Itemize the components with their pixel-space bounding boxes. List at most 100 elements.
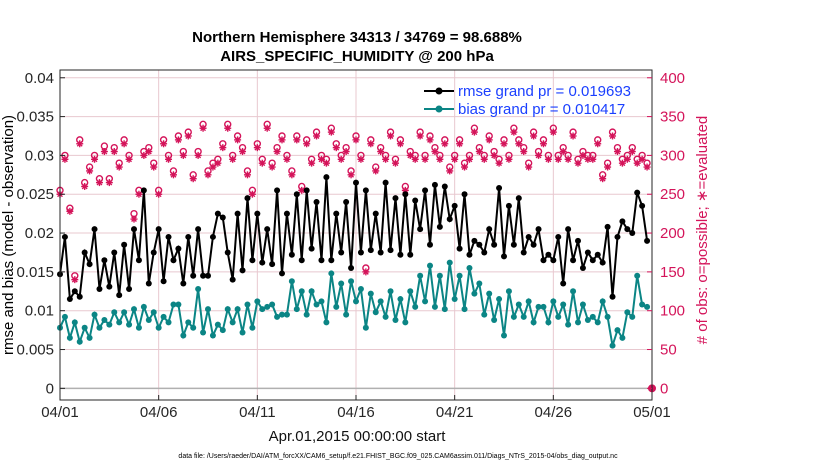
obs-evaluated-stroke bbox=[441, 140, 448, 147]
obs-evaluated-stroke bbox=[323, 160, 330, 167]
obs-evaluated-marker bbox=[510, 128, 518, 136]
bias-point bbox=[101, 317, 108, 324]
obs-evaluated-marker bbox=[377, 148, 385, 156]
bias-point bbox=[441, 306, 448, 313]
obs-evaluated-stroke bbox=[372, 167, 379, 174]
rmse-point bbox=[535, 226, 542, 233]
obs-evaluated-marker bbox=[224, 124, 232, 132]
y-right-tick-label: 300 bbox=[660, 147, 685, 164]
obs-evaluated-stroke bbox=[644, 164, 651, 171]
obs-evaluated-stroke bbox=[150, 164, 157, 171]
chart-title: Northern Hemisphere 34313 / 34769 = 98.6… bbox=[192, 29, 522, 46]
obs-evaluated-marker bbox=[574, 159, 582, 167]
obs-evaluated-marker bbox=[248, 190, 256, 198]
obs-evaluated-marker bbox=[426, 136, 434, 144]
obs-evaluated-marker bbox=[234, 136, 242, 144]
obs-evaluated-stroke bbox=[135, 191, 142, 198]
legend-bias-label: bias grand pr = 0.010417 bbox=[458, 101, 625, 118]
rmse-point bbox=[357, 249, 364, 256]
rmse-point bbox=[323, 174, 330, 181]
obs-evaluated-marker bbox=[618, 159, 626, 167]
bias-point bbox=[397, 296, 404, 303]
obs-evaluated-marker bbox=[446, 167, 454, 175]
bias-point bbox=[392, 317, 399, 324]
obs-evaluated-marker bbox=[342, 148, 350, 156]
y-left-tick-label: 0.025 bbox=[16, 186, 54, 203]
obs-evaluated-marker bbox=[268, 163, 276, 171]
rmse-point bbox=[456, 245, 463, 252]
bias-point bbox=[209, 332, 216, 339]
obs-evaluated-stroke bbox=[205, 171, 211, 178]
y-left-tick-label: 0.02 bbox=[25, 225, 54, 242]
rmse-point bbox=[362, 187, 369, 194]
obs-evaluated-marker bbox=[367, 140, 375, 148]
obs-evaluated-marker bbox=[219, 144, 227, 152]
rmse-point bbox=[417, 226, 424, 233]
obs-evaluated-stroke bbox=[200, 125, 207, 132]
obs-evaluated-stroke bbox=[530, 133, 537, 139]
rmse-point bbox=[496, 185, 503, 192]
rmse-point bbox=[61, 233, 68, 240]
y-right-tick-label: 0 bbox=[660, 380, 668, 397]
obs-evaluated-stroke bbox=[550, 129, 557, 136]
obs-evaluated-stroke bbox=[639, 156, 646, 163]
rmse-point bbox=[224, 249, 231, 256]
obs-evaluated-stroke bbox=[224, 125, 231, 132]
bias-point bbox=[264, 303, 271, 310]
obs-evaluated-marker bbox=[623, 155, 631, 163]
obs-evaluated-stroke bbox=[525, 164, 532, 171]
obs-evaluated-stroke bbox=[249, 191, 256, 198]
y-axis-right-label: # of obs: o=possible; ∗=evaluated bbox=[694, 116, 711, 345]
obs-evaluated-stroke bbox=[540, 140, 547, 147]
obs-evaluated-stroke bbox=[343, 148, 350, 155]
bias-point bbox=[353, 298, 359, 305]
obs-evaluated-marker bbox=[140, 151, 148, 159]
bias-point bbox=[431, 303, 438, 310]
bias-point bbox=[614, 327, 621, 334]
obs-evaluated-marker bbox=[293, 136, 301, 144]
obs-evaluated-marker bbox=[569, 132, 577, 140]
rmse-point bbox=[486, 226, 493, 233]
rmse-point bbox=[111, 249, 118, 256]
obs-evaluated-stroke bbox=[313, 133, 320, 139]
bias-point bbox=[298, 288, 305, 295]
rmse-point bbox=[303, 187, 310, 194]
x-tick-label: 04/16 bbox=[337, 404, 375, 421]
rmse-point bbox=[101, 257, 108, 264]
obs-evaluated-stroke bbox=[264, 125, 271, 132]
obs-evaluated-stroke bbox=[318, 156, 325, 163]
obs-evaluated-stroke bbox=[126, 156, 133, 163]
bias-point bbox=[382, 313, 389, 320]
obs-evaluated-stroke bbox=[466, 156, 473, 163]
bias-point bbox=[135, 324, 142, 331]
bias-point bbox=[486, 290, 493, 297]
obs-evaluated-stroke bbox=[382, 156, 389, 163]
obs-evaluated-marker bbox=[352, 136, 360, 144]
bias-point bbox=[175, 301, 182, 308]
obs-evaluated-stroke bbox=[91, 156, 98, 163]
obs-evaluated-stroke bbox=[505, 156, 512, 163]
rmse-point bbox=[219, 214, 226, 221]
rmse-point bbox=[560, 280, 567, 287]
obs-evaluated-marker bbox=[125, 155, 133, 163]
obs-evaluated-stroke bbox=[165, 156, 172, 163]
obs-evaluated-stroke bbox=[570, 133, 577, 139]
obs-evaluated-marker bbox=[436, 155, 444, 163]
bias-point bbox=[259, 306, 266, 313]
rmse-point bbox=[145, 280, 152, 287]
rmse-point bbox=[269, 261, 276, 268]
bias-point bbox=[422, 298, 429, 305]
obs-evaluated-stroke bbox=[145, 148, 152, 155]
rmse-point bbox=[209, 233, 216, 240]
rmse-point bbox=[555, 233, 562, 240]
obs-evaluated-marker bbox=[539, 140, 547, 148]
obs-evaluated-marker bbox=[239, 148, 247, 156]
y-right-tick-label: 50 bbox=[660, 342, 677, 359]
rmse-point bbox=[589, 257, 596, 264]
rmse-point bbox=[407, 251, 414, 258]
obs-evaluated-stroke bbox=[279, 136, 285, 143]
bias-point bbox=[224, 306, 231, 313]
bias-point bbox=[357, 285, 364, 292]
obs-evaluated-marker bbox=[387, 132, 395, 140]
obs-evaluated-stroke bbox=[328, 129, 335, 136]
